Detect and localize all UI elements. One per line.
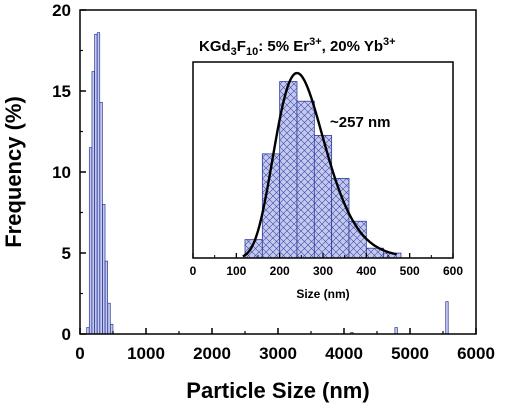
main-y-tick-label-2: 10 <box>52 163 71 182</box>
main-x-tick-label-5: 5000 <box>391 344 429 363</box>
main-bar-7 <box>104 260 109 335</box>
main-x-axis-title: Particle Size (nm) <box>186 378 369 403</box>
inset-x-tick-label-2: 200 <box>270 264 290 278</box>
main-y-tick-label-1: 5 <box>62 244 71 263</box>
main-x-tick-label-6: 6000 <box>457 344 495 363</box>
main-bar-11 <box>394 327 398 335</box>
main-x-tick-label-4: 4000 <box>325 344 363 363</box>
main-bar-5 <box>99 101 103 335</box>
inset-x-tick-label-3: 300 <box>313 264 333 278</box>
main-bar-3 <box>94 33 98 335</box>
main-bar-2 <box>91 71 95 335</box>
main-bar-1 <box>88 147 93 335</box>
main-x-tick-label-3: 3000 <box>259 344 297 363</box>
main-bar-12 <box>445 301 449 335</box>
inset-histogram <box>244 81 402 259</box>
main-bar-6 <box>102 204 106 335</box>
inset-x-axis-title: Size (nm) <box>296 287 349 301</box>
inset-x-tick-label-5: 500 <box>400 264 420 278</box>
inset-axis-ticks: 0 100 200 300 400 500 600 <box>190 253 463 278</box>
inset-fit-curve <box>242 71 397 258</box>
main-bar-0 <box>86 327 90 335</box>
main-y-tick-label-3: 15 <box>52 82 71 101</box>
inset-x-tick-label-4: 400 <box>356 264 376 278</box>
inset-x-tick-label-0: 0 <box>190 264 197 278</box>
main-y-tick-label-0: 0 <box>62 325 71 344</box>
main-histogram <box>86 32 449 335</box>
main-x-tick-label-2: 2000 <box>193 344 231 363</box>
inset-bar-4 <box>313 135 333 259</box>
inset-x-tick-label-6: 600 <box>443 264 463 278</box>
main-x-tick-label-0: 0 <box>75 344 84 363</box>
main-bar-8 <box>107 302 111 335</box>
main-y-tick-label-4: 20 <box>52 1 71 20</box>
main-bar-4 <box>96 32 101 335</box>
inset-bar-3 <box>296 100 315 259</box>
inset-x-tick-label-1: 100 <box>226 264 246 278</box>
main-y-axis-title: Frequency (%) <box>1 96 26 248</box>
inset-annotation: KGd3F10: 5% Er3+, 20% Yb3+ <box>199 36 396 58</box>
main-x-tick-label-1: 1000 <box>127 344 165 363</box>
inset-peak-label: ~257 nm <box>330 114 390 131</box>
